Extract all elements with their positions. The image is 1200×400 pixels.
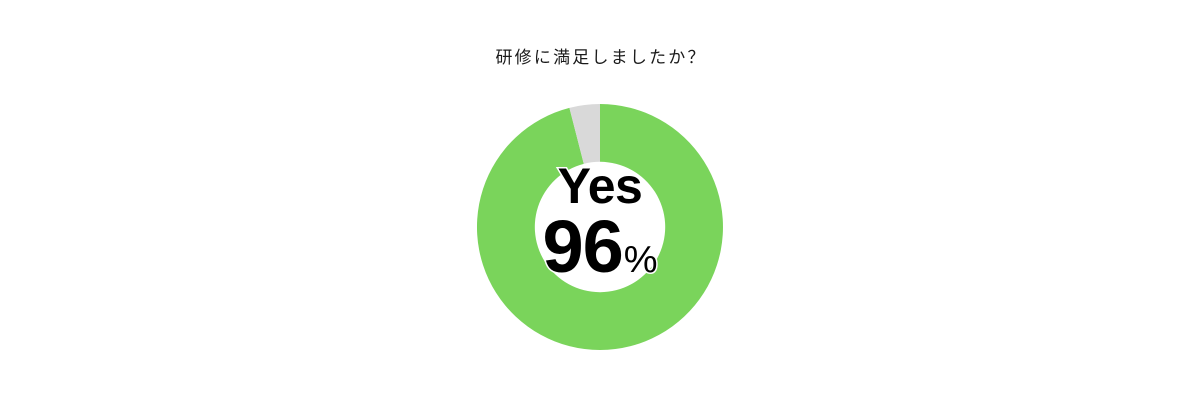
- donut-slice-no[interactable]: [569, 104, 600, 164]
- donut-graphic: [476, 104, 723, 350]
- donut-slice-yes[interactable]: [476, 104, 723, 350]
- donut-svg: [476, 104, 723, 350]
- chart-title: 研修に満足しましたか？: [495, 48, 707, 67]
